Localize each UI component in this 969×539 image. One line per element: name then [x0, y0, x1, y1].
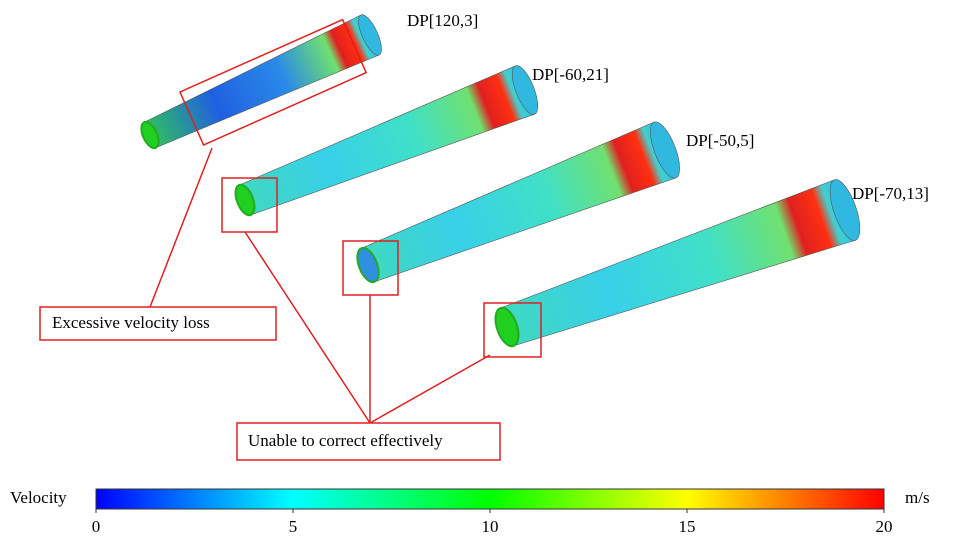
connector [370, 355, 490, 423]
case-label: DP[-70,13] [852, 184, 929, 203]
case-label: DP[-50,5] [686, 131, 754, 150]
annotation: Excessive velocity loss [52, 313, 210, 332]
cylinder-body [141, 15, 379, 155]
colorbar [96, 489, 884, 509]
page: Excessive velocity loss Unable to correc… [0, 0, 969, 539]
annotation: Unable to correct effectively [248, 431, 443, 450]
colorbar-unit: m/s [905, 488, 930, 507]
tick-label: 5 [289, 517, 298, 536]
tick-label: 15 [679, 517, 696, 536]
tick-label: 0 [92, 517, 101, 536]
figure: Excessive velocity loss Unable to correc… [0, 0, 969, 539]
connector [150, 148, 212, 307]
tick-label: 10 [482, 517, 499, 536]
colorbar-ticks: 0 5 10 15 20 [92, 509, 893, 536]
colorbar-title: Velocity [10, 488, 67, 507]
case-label: DP[120,3] [407, 11, 478, 30]
case-label: DP[-60,21] [532, 65, 609, 84]
tick-label: 20 [876, 517, 893, 536]
